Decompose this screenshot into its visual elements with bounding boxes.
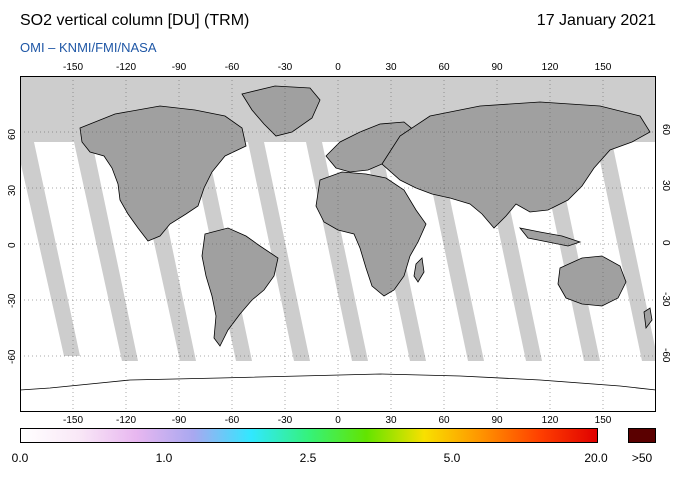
lon-tick-label: 60 [438,62,450,73]
colorbar-label: 0.0 [11,451,29,465]
lon-tick-label: 0 [335,415,341,426]
graticule [20,76,656,412]
colorbar-label: >50 [631,451,653,465]
colorbar-label: 1.0 [155,451,173,465]
colorbar-label: 5.0 [443,451,461,465]
lon-tick-label: -120 [115,415,137,426]
south-america [201,227,279,347]
lon-tick-label: 60 [438,415,450,426]
australia [557,255,627,307]
lon-tick-label: 30 [385,415,397,426]
colorbar-max-swatch [628,428,656,443]
asia [381,101,651,229]
colorbar-label: 2.5 [299,451,317,465]
north-america [79,105,247,242]
greenland [241,85,321,137]
lat-tick-label: -30 [660,292,671,307]
map-date: 17 January 2021 [536,12,656,29]
lat-tick-label: 0 [660,240,671,246]
map-frame [20,76,656,412]
map-credit: OMI – KNMI/FMI/NASA [20,40,157,55]
africa [315,171,427,297]
madagascar [413,257,425,283]
lon-tick-label: -60 [224,415,240,426]
lon-tick-label: -120 [115,62,137,73]
lon-tick-label: 90 [491,62,503,73]
lon-tick-label: 150 [594,62,612,73]
lat-tick-label: 60 [660,124,671,136]
lon-tick-label: -150 [62,415,84,426]
lat-tick-label: 0 [7,242,18,248]
lon-tick-label: -30 [277,415,293,426]
lon-tick-label: 120 [541,415,559,426]
lon-tick-label: 30 [385,62,397,73]
world-map [20,76,656,412]
new-zealand [643,307,653,330]
colorbar-gradient [20,428,598,443]
lon-tick-label: 0 [335,62,341,73]
colorbar-label: 20.0 [584,451,608,465]
lat-tick-label: 30 [660,180,671,192]
lon-tick-label: -90 [171,415,187,426]
lon-tick-label: 120 [541,62,559,73]
lat-tick-label: 30 [7,184,18,196]
lon-tick-label: -30 [277,62,293,73]
lat-tick-label: -30 [7,293,18,308]
lat-tick-label: -60 [660,348,671,363]
lon-tick-label: 90 [491,415,503,426]
map-title: SO2 vertical column [DU] (TRM) [20,12,250,29]
lat-tick-label: -60 [7,349,18,364]
lon-tick-label: -60 [224,62,240,73]
lat-tick-label: 60 [7,128,18,140]
lon-tick-label: -150 [62,62,84,73]
lon-tick-label: 150 [594,415,612,426]
lon-tick-label: -90 [171,62,187,73]
